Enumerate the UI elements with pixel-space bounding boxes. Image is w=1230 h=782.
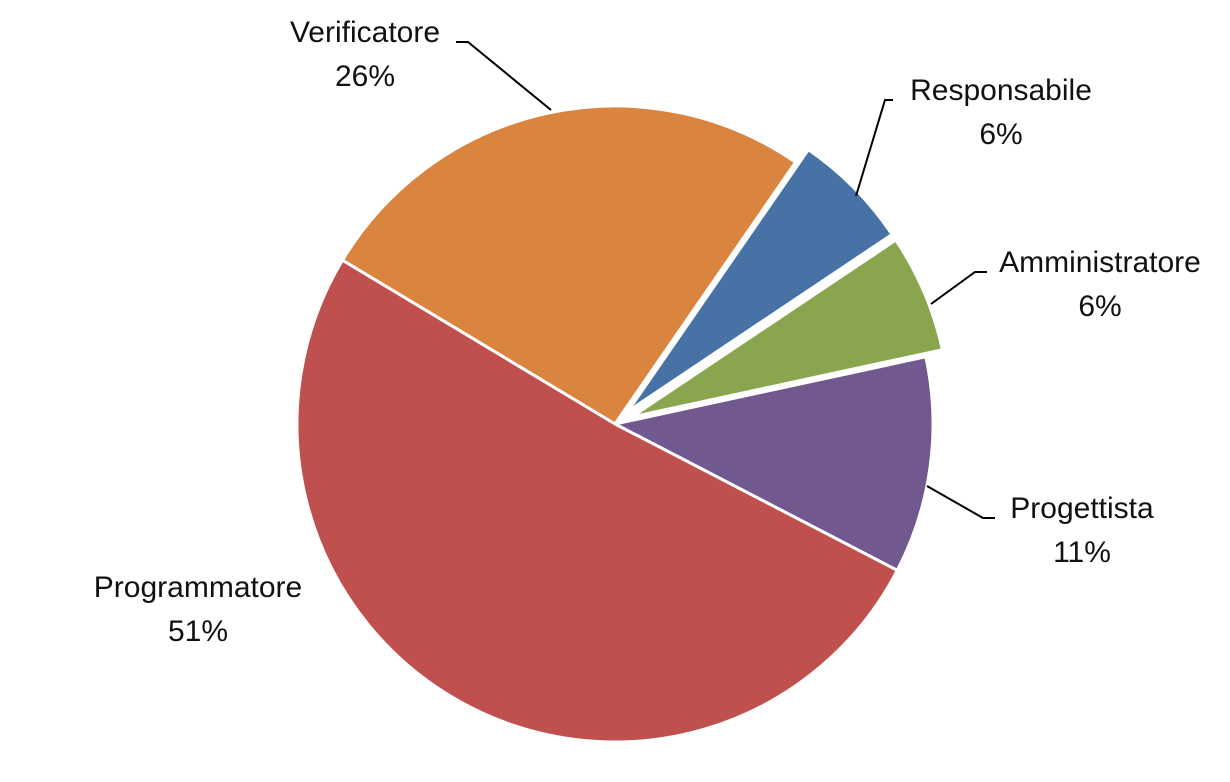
label-pct-amministratore: 6% <box>1078 290 1121 323</box>
leader-line-responsabile <box>855 99 893 197</box>
pie-slice-programmatore <box>295 258 900 744</box>
leader-line-amministratore <box>930 271 987 305</box>
label-pct-progettista: 11% <box>1053 536 1111 569</box>
label-name-amministratore: Amministratore <box>999 246 1201 279</box>
pie-slice-amministratore <box>630 237 945 419</box>
slice-labels: Verificatore 26% Responsabile 6% Amminis… <box>94 16 1201 648</box>
leader-lines <box>456 41 995 519</box>
label-pct-responsabile: 6% <box>979 118 1022 151</box>
leader-line-verificatore <box>456 41 552 111</box>
pie-slice-responsabile <box>626 147 895 413</box>
label-name-progettista: Progettista <box>1010 492 1154 525</box>
label-name-programmatore: Programmatore <box>94 571 302 604</box>
pie-slices <box>295 104 945 744</box>
label-pct-verificatore: 26% <box>335 60 395 93</box>
pie-slice-progettista <box>610 355 935 573</box>
label-pct-programmatore: 51% <box>168 615 228 648</box>
pie-slice-verificatore <box>340 104 798 427</box>
leader-line-progettista <box>926 485 995 519</box>
label-name-responsabile: Responsabile <box>910 74 1092 107</box>
label-name-verificatore: Verificatore <box>290 16 440 49</box>
